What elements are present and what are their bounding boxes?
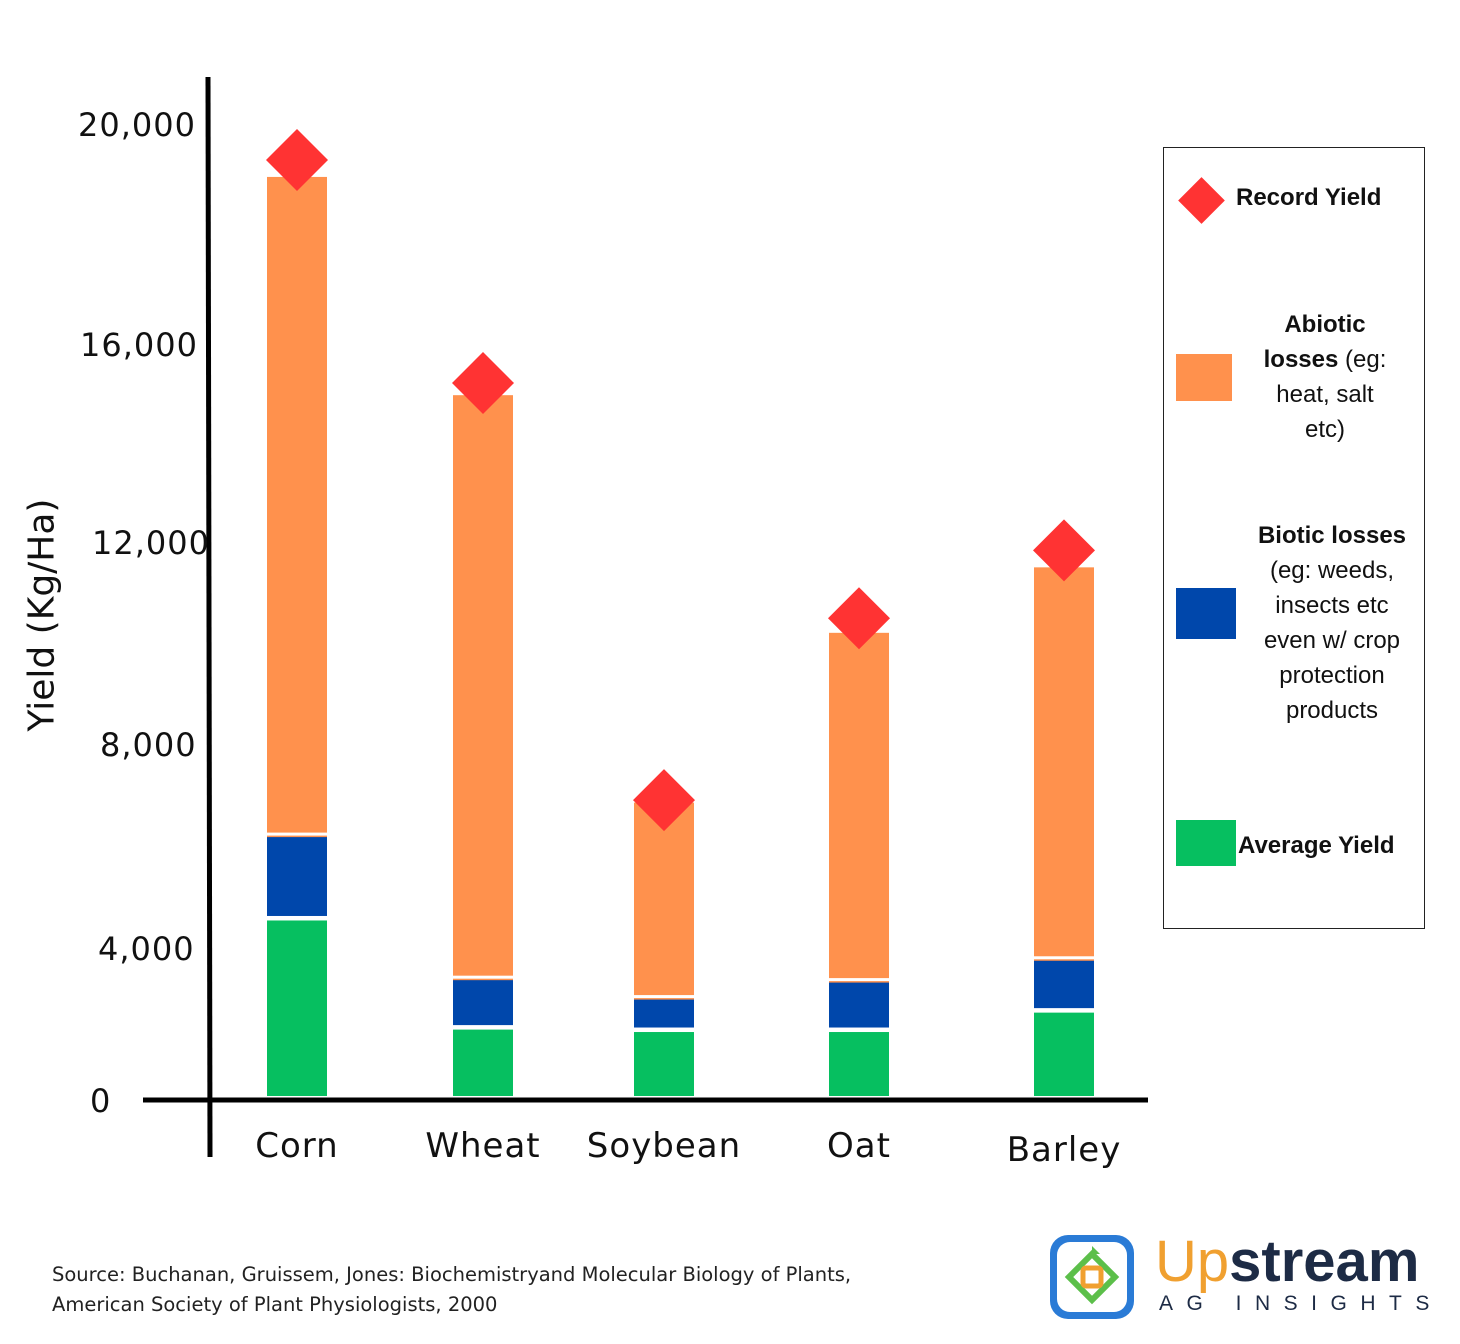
bar-average-yield-barley — [1034, 1011, 1094, 1096]
upstream-wordmark: Upstream — [1155, 1229, 1420, 1294]
record-yield-marker-soybean — [633, 769, 695, 832]
bar-average-yield-oat — [829, 1030, 889, 1096]
y-tick-label-2: 12,000 — [92, 524, 210, 562]
legend-abiotic-swatch — [1176, 354, 1232, 401]
record-yield-marker-barley — [1033, 519, 1095, 582]
bar-average-yield-soybean — [634, 1030, 694, 1096]
category-label-oat: Oat — [827, 1126, 891, 1166]
y-axis-label: Yield (Kg/Ha) — [21, 498, 63, 732]
bar-biotic-losses-soybean — [634, 996, 694, 1028]
y-tick-label-5: 0 — [90, 1082, 112, 1120]
bar-abiotic-losses-soybean — [634, 802, 694, 1000]
bar-average-yield-wheat — [453, 1028, 513, 1096]
bar-separator-soybean-0 — [634, 1029, 694, 1033]
y-tick-label-1: 16,000 — [80, 326, 198, 364]
y-tick-label-3: 8,000 — [100, 726, 197, 764]
bar-biotic-losses-barley — [1034, 957, 1094, 1009]
bar-separator-corn-1 — [267, 832, 327, 836]
bars-group — [267, 176, 1094, 1096]
y-tick-label-0: 20,000 — [78, 106, 196, 144]
legend-biotic-label: Biotic losses (eg: weeds, insects etc ev… — [1257, 522, 1407, 724]
category-label-corn: Corn — [255, 1126, 339, 1166]
upstream-logo-icon — [1050, 1235, 1134, 1319]
record-markers-group — [266, 128, 1095, 832]
record-yield-marker-oat — [828, 587, 890, 650]
bar-abiotic-losses-barley — [1034, 567, 1094, 961]
bar-separator-corn-0 — [267, 917, 327, 921]
bar-biotic-losses-oat — [829, 979, 889, 1028]
legend-record-label: Record Yield — [1236, 184, 1382, 211]
bar-separator-oat-0 — [829, 1029, 889, 1033]
bar-biotic-losses-wheat — [453, 977, 513, 1026]
bar-separator-barley-0 — [1034, 1009, 1094, 1013]
legend-abiotic-label: Abiotic losses (eg: heat, salt etc) — [1263, 311, 1387, 443]
record-yield-marker-wheat — [452, 352, 514, 415]
bar-separator-oat-1 — [829, 978, 889, 982]
bar-separator-wheat-1 — [453, 975, 513, 979]
legend-average-swatch — [1176, 820, 1236, 866]
bar-separator-wheat-0 — [453, 1026, 513, 1030]
legend-record-diamond-icon — [1178, 177, 1225, 224]
bar-abiotic-losses-oat — [829, 632, 889, 983]
category-label-soybean: Soybean — [586, 1126, 742, 1166]
record-yield-marker-corn — [266, 128, 328, 191]
legend: Record Yield Abiotic losses (eg: heat, s… — [1163, 147, 1425, 929]
upstream-logo: Upstream AG INSIGHTS — [1047, 1229, 1437, 1322]
category-label-wheat: Wheat — [425, 1126, 541, 1166]
source-citation: Source: Buchanan, Gruissem, Jones: Bioch… — [52, 1263, 852, 1316]
bar-abiotic-losses-wheat — [453, 395, 513, 981]
bar-separator-soybean-1 — [634, 995, 694, 999]
bar-biotic-losses-corn — [267, 834, 327, 916]
y-tick-label-4: 4,000 — [98, 930, 195, 968]
category-label-barley: Barley — [1006, 1130, 1122, 1170]
bar-average-yield-corn — [267, 918, 327, 1096]
legend-biotic-swatch — [1176, 588, 1236, 639]
upstream-subtitle: AG INSIGHTS — [1159, 1292, 1443, 1315]
y-axis-line — [205, 76, 213, 1158]
bar-separator-barley-1 — [1034, 956, 1094, 960]
legend-average-label: Average Yield — [1238, 832, 1395, 859]
bar-abiotic-losses-corn — [267, 176, 327, 838]
